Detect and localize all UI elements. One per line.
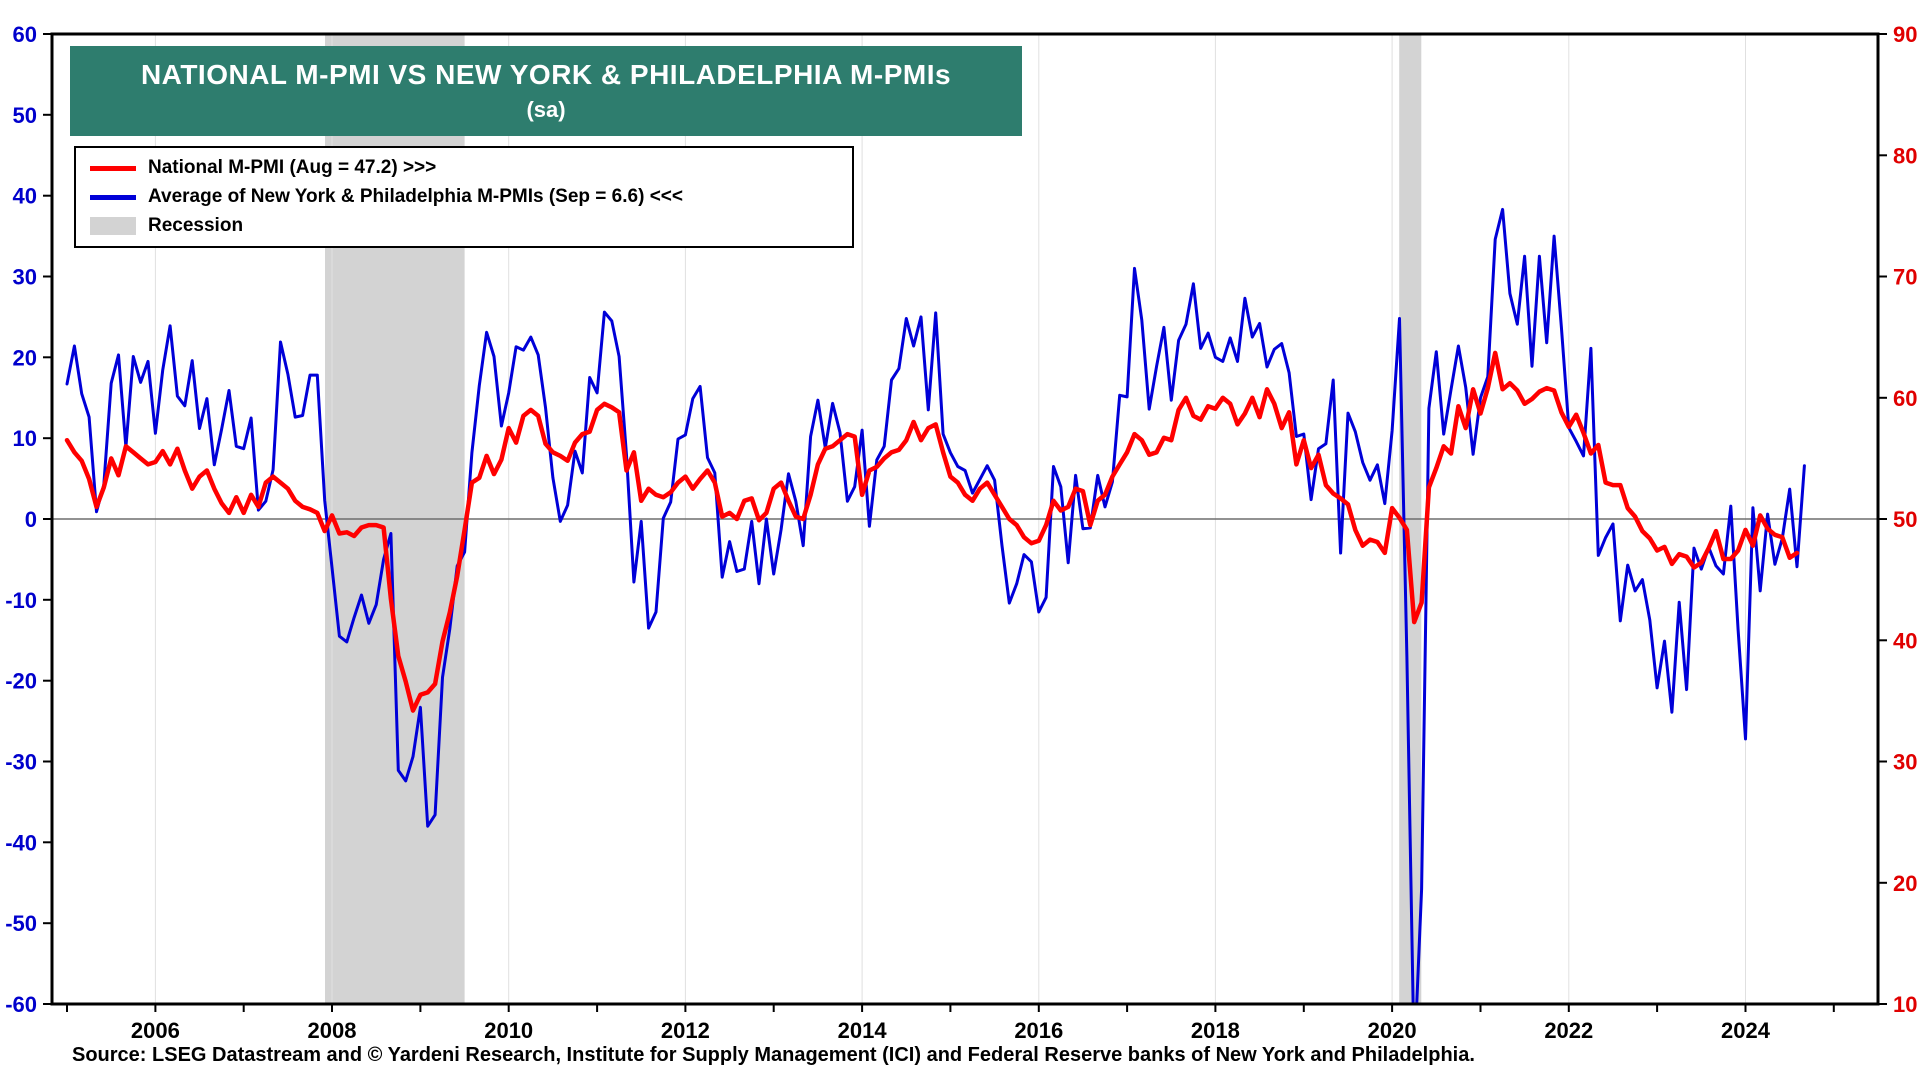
left-axis-label: 20	[13, 345, 37, 370]
left-axis-label: 40	[13, 184, 37, 209]
left-axis-label: 30	[13, 265, 37, 290]
x-axis-label: 2010	[484, 1018, 533, 1043]
left-axis-label: 60	[13, 22, 37, 47]
right-axis-label: 50	[1893, 507, 1917, 532]
legend-label-ny-philly-pmi: Average of New York & Philadelphia M-PMI…	[148, 186, 683, 207]
x-axis-label: 2012	[661, 1018, 710, 1043]
left-axis-label: -30	[5, 750, 37, 775]
legend: National M-PMI (Aug = 47.2) >>> Average …	[74, 146, 854, 248]
left-axis-label: -10	[5, 588, 37, 613]
legend-item-national-pmi: National M-PMI (Aug = 47.2) >>>	[90, 155, 838, 181]
national-pmi-line	[64, 350, 1800, 713]
red-line-swatch	[90, 165, 136, 171]
recession-swatch	[90, 217, 136, 235]
x-axis-label: 2018	[1191, 1018, 1240, 1043]
x-axis-label: 2014	[838, 1018, 888, 1043]
left-axis-label: 50	[13, 103, 37, 128]
left-axis-label: -40	[5, 830, 37, 855]
x-axis-label: 2008	[308, 1018, 357, 1043]
chart-title-box: NATIONAL M-PMI VS NEW YORK & PHILADELPHI…	[70, 46, 1022, 136]
left-axis-label: -50	[5, 911, 37, 936]
left-axis-label: 0	[25, 507, 37, 532]
x-axis-label: 2024	[1721, 1018, 1771, 1043]
left-axis-label: 10	[13, 426, 37, 451]
x-axis-label: 2022	[1544, 1018, 1593, 1043]
x-axis-label: 2016	[1014, 1018, 1063, 1043]
right-axis-label: 40	[1893, 628, 1917, 653]
chart-subtitle: (sa)	[526, 97, 566, 122]
legend-label-national-pmi: National M-PMI (Aug = 47.2) >>>	[148, 157, 437, 178]
x-axis-label: 2006	[131, 1018, 180, 1043]
legend-label-recession: Recession	[148, 215, 244, 236]
x-axis-label: 2020	[1368, 1018, 1417, 1043]
regional-pmi-line	[65, 207, 1806, 1004]
right-axis-label: 20	[1893, 871, 1917, 896]
source-note: Source: LSEG Datastream and © Yardeni Re…	[72, 1044, 1475, 1066]
right-axis-label: 30	[1893, 750, 1917, 775]
right-axis-label: 90	[1893, 22, 1917, 47]
blue-line-swatch	[90, 194, 136, 200]
right-axis-label: 80	[1893, 143, 1917, 168]
legend-item-recession: Recession	[90, 213, 838, 239]
chart-title: NATIONAL M-PMI VS NEW YORK & PHILADELPHI…	[140, 59, 952, 90]
left-axis-label: -60	[5, 992, 37, 1017]
right-axis-label: 70	[1893, 265, 1917, 290]
left-axis-label: -20	[5, 669, 37, 694]
right-axis-label: 10	[1893, 992, 1917, 1017]
right-axis-label: 60	[1893, 386, 1917, 411]
legend-item-ny-philly-pmi: Average of New York & Philadelphia M-PMI…	[90, 184, 838, 210]
